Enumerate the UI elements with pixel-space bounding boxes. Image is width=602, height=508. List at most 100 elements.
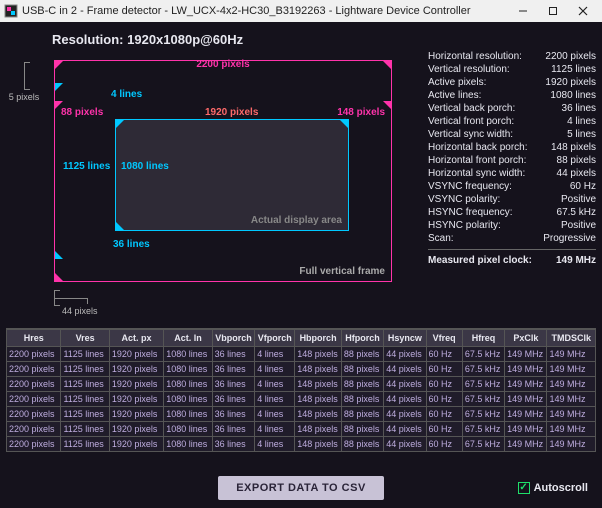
info-divider (428, 249, 596, 250)
info-row: Horizontal sync width:44 pixels (428, 167, 596, 180)
table-header[interactable]: Act. px (109, 330, 163, 347)
table-cell: 149 MHz (505, 437, 547, 452)
table-cell: 67.5 kHz (462, 377, 504, 392)
table-header[interactable]: Vfporch (255, 330, 295, 347)
table-cell: 1920 pixels (109, 377, 163, 392)
table-cell: 36 lines (212, 377, 255, 392)
v-active-lines: 1080 lines (121, 161, 169, 172)
info-row: Vertical back porch:36 lines (428, 102, 596, 115)
autoscroll-label: Autoscroll (534, 482, 588, 494)
table-cell: 1125 lines (61, 377, 109, 392)
table-row[interactable]: 2200 pixels1125 lines1920 pixels1080 lin… (7, 422, 596, 437)
export-csv-button[interactable]: EXPORT DATA TO CSV (218, 476, 384, 500)
table-cell: 149 MHz (547, 362, 596, 377)
table-header[interactable]: TMDSClk (547, 330, 596, 347)
table-cell: 148 pixels (295, 407, 342, 422)
table-cell: 1080 lines (164, 437, 212, 452)
table-cell: 88 pixels (341, 347, 383, 362)
table-cell: 44 pixels (384, 377, 426, 392)
info-key: VSYNC polarity: (428, 194, 561, 205)
table-cell: 44 pixels (384, 347, 426, 362)
info-value: 4 lines (567, 116, 596, 127)
full-frame-label: Full vertical frame (299, 266, 385, 277)
table-cell: 44 pixels (384, 407, 426, 422)
table-cell: 2200 pixels (7, 362, 61, 377)
table-cell: 148 pixels (295, 422, 342, 437)
info-value: 148 pixels (551, 142, 596, 153)
data-table-wrap[interactable]: HresVresAct. pxAct. lnVbporchVfporchHbpo… (6, 328, 596, 464)
info-key: Vertical sync width: (428, 129, 567, 140)
table-cell: 1920 pixels (109, 347, 163, 362)
h-back-porch: 88 pixels (61, 107, 103, 118)
full-frame-box: 2200 pixels 4 lines 88 pixels 1920 pixel… (54, 60, 392, 282)
table-header[interactable]: Hsyncw (384, 330, 426, 347)
table-cell: 4 lines (255, 347, 295, 362)
table-cell: 149 MHz (547, 407, 596, 422)
table-cell: 1080 lines (164, 422, 212, 437)
info-value: Progressive (543, 233, 596, 244)
info-key: HSYNC frequency: (428, 207, 557, 218)
table-cell: 44 pixels (384, 392, 426, 407)
info-key: Vertical resolution: (428, 64, 551, 75)
table-header[interactable]: Hfporch (341, 330, 383, 347)
info-value: 1920 pixels (545, 77, 596, 88)
table-cell: 88 pixels (341, 422, 383, 437)
window-max-button[interactable] (538, 0, 568, 22)
info-value: 67.5 kHz (557, 207, 596, 218)
table-cell: 88 pixels (341, 407, 383, 422)
table-row[interactable]: 2200 pixels1125 lines1920 pixels1080 lin… (7, 392, 596, 407)
table-row[interactable]: 2200 pixels1125 lines1920 pixels1080 lin… (7, 407, 596, 422)
info-key: Vertical back porch: (428, 103, 562, 114)
window-min-button[interactable] (508, 0, 538, 22)
info-key: Active lines: (428, 90, 550, 101)
table-cell: 1125 lines (61, 422, 109, 437)
table-cell: 149 MHz (505, 362, 547, 377)
table-cell: 1125 lines (61, 437, 109, 452)
table-header[interactable]: Vbporch (212, 330, 255, 347)
table-header[interactable]: Hres (7, 330, 61, 347)
table-row[interactable]: 2200 pixels1125 lines1920 pixels1080 lin… (7, 437, 596, 452)
table-header[interactable]: Act. ln (164, 330, 212, 347)
active-area-box: Actual display area (115, 119, 349, 231)
v-back-porch: 36 lines (113, 239, 150, 250)
table-header[interactable]: Hbporch (295, 330, 342, 347)
table-cell: 1125 lines (61, 347, 109, 362)
table-cell: 149 MHz (547, 347, 596, 362)
window-close-button[interactable] (568, 0, 598, 22)
info-key: Vertical front porch: (428, 116, 567, 127)
table-cell: 148 pixels (295, 437, 342, 452)
info-row: VSYNC frequency:60 Hz (428, 180, 596, 193)
table-cell: 1080 lines (164, 407, 212, 422)
table-header[interactable]: Vres (61, 330, 109, 347)
table-row[interactable]: 2200 pixels1125 lines1920 pixels1080 lin… (7, 377, 596, 392)
left-gap-label: 5 pixels (2, 92, 46, 102)
table-header[interactable]: Hfreq (462, 330, 504, 347)
info-row: Horizontal back porch:148 pixels (428, 141, 596, 154)
table-header[interactable]: PxClk (505, 330, 547, 347)
info-key: VSYNC frequency: (428, 181, 570, 192)
info-value: Positive (561, 220, 596, 231)
autoscroll-toggle[interactable]: ✓ Autoscroll (518, 482, 588, 494)
table-cell: 149 MHz (505, 377, 547, 392)
table-cell: 149 MHz (505, 422, 547, 437)
table-header[interactable]: Vfreq (426, 330, 462, 347)
table-cell: 44 pixels (384, 437, 426, 452)
table-cell: 88 pixels (341, 377, 383, 392)
info-value: 88 pixels (557, 155, 596, 166)
table-cell: 2200 pixels (7, 392, 61, 407)
table-cell: 1920 pixels (109, 392, 163, 407)
table-cell: 44 pixels (384, 362, 426, 377)
info-row: HSYNC polarity:Positive (428, 219, 596, 232)
info-row: VSYNC polarity:Positive (428, 193, 596, 206)
table-cell: 148 pixels (295, 347, 342, 362)
table-cell: 2200 pixels (7, 347, 61, 362)
info-value: 1080 lines (550, 90, 596, 101)
table-row[interactable]: 2200 pixels1125 lines1920 pixels1080 lin… (7, 347, 596, 362)
table-cell: 1920 pixels (109, 362, 163, 377)
table-cell: 44 pixels (384, 422, 426, 437)
window-titlebar[interactable]: USB-C in 2 - Frame detector - LW_UCX-4x2… (0, 0, 602, 22)
autoscroll-checkbox[interactable]: ✓ (518, 482, 530, 494)
table-cell: 1920 pixels (109, 407, 163, 422)
table-row[interactable]: 2200 pixels1125 lines1920 pixels1080 lin… (7, 362, 596, 377)
info-key: Scan: (428, 233, 543, 244)
